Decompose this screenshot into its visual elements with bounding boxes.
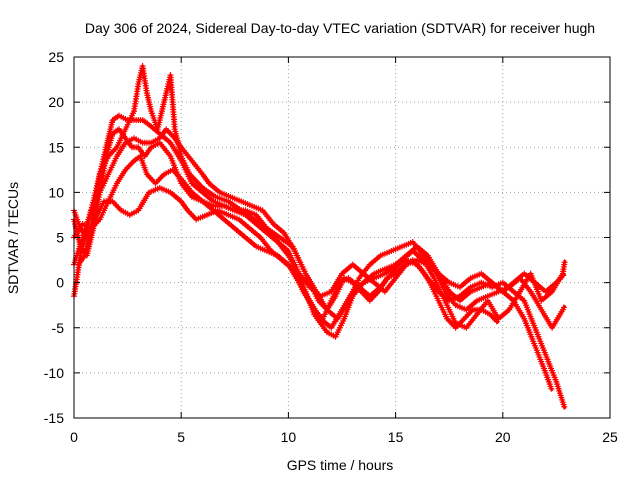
x-tick-label: 10 — [281, 429, 297, 445]
x-tick-label: 20 — [495, 429, 511, 445]
series-trace-4 — [71, 184, 568, 331]
y-axis-label: SDTVAR / TECUs — [5, 182, 21, 294]
y-tick-label: 15 — [48, 139, 64, 155]
x-axis-label: GPS time / hours — [287, 457, 394, 473]
y-tick-label: 10 — [48, 184, 64, 200]
y-tick-label: 5 — [56, 230, 64, 246]
y-tick-label: 25 — [48, 49, 64, 65]
series-markers — [71, 184, 568, 331]
y-tick-label: 0 — [56, 275, 64, 291]
y-tick-label: -10 — [44, 365, 64, 381]
x-tick-label: 0 — [70, 429, 78, 445]
x-tick-label: 25 — [602, 429, 618, 445]
axis-ticks: 0 5 10 15 20 25 -15 -10 -5 0 5 10 15 20 25 — [44, 49, 618, 445]
series-line — [72, 114, 567, 410]
y-tick-label: -5 — [52, 320, 65, 336]
x-tick-label: 15 — [388, 429, 404, 445]
series-markers — [71, 153, 567, 300]
series-line — [72, 154, 567, 298]
series-trace-6 — [75, 63, 500, 331]
y-tick-label: -15 — [44, 410, 64, 426]
chart-title: Day 306 of 2024, Sidereal Day-to-day VTE… — [85, 20, 595, 36]
series-markers — [75, 63, 500, 331]
y-tick-label: 20 — [48, 94, 64, 110]
series-trace-3 — [71, 153, 567, 300]
data-series — [71, 63, 568, 410]
grid-lines — [74, 57, 610, 418]
x-tick-label: 5 — [177, 429, 185, 445]
